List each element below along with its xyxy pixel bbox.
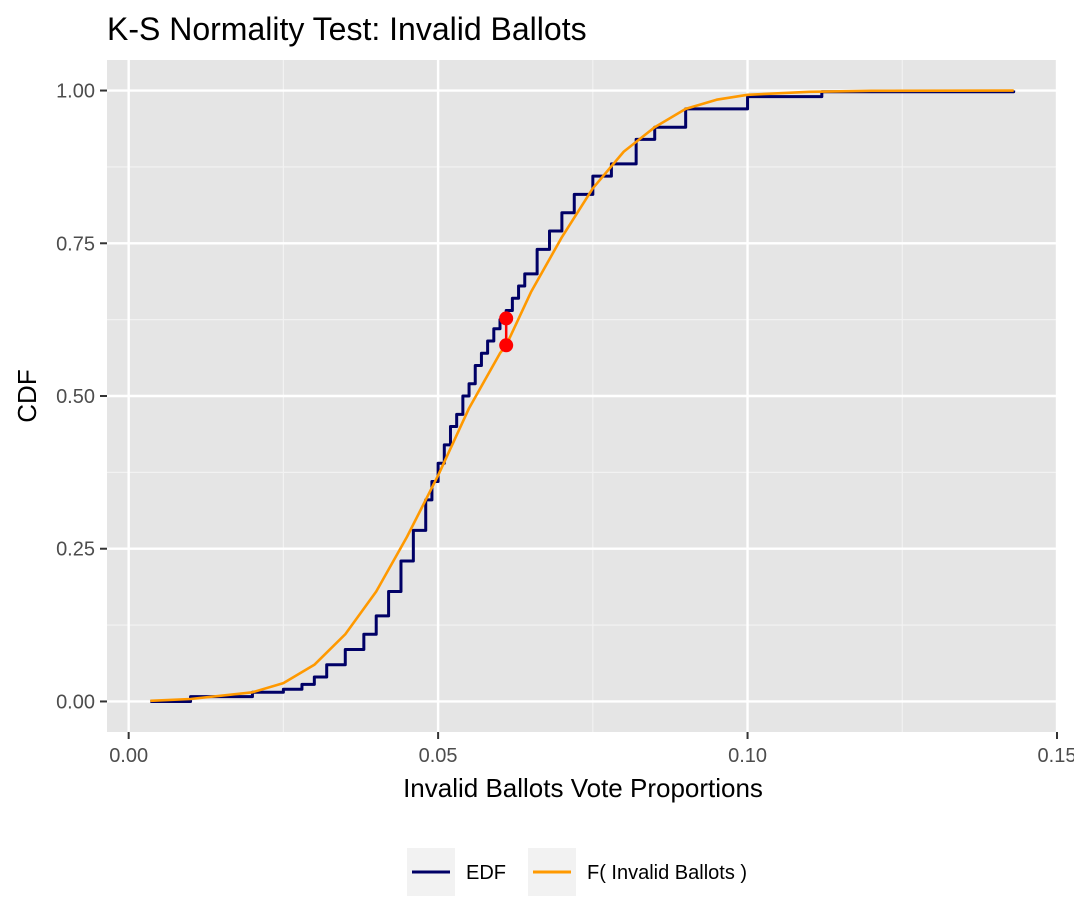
y-tick-label: 1.00 [56,81,95,103]
chart-title: K-S Normality Test: Invalid Ballots [107,11,587,47]
y-tick-label: 0.50 [56,386,95,408]
x-tick-label: 0.00 [109,745,148,767]
ks-point-1 [499,338,514,353]
legend-label: F( Invalid Ballots ) [587,862,747,884]
legend-label: EDF [466,862,506,884]
ks-point-0 [499,311,514,326]
x-tick-label: 0.10 [728,745,767,767]
y-tick-label: 0.75 [56,233,95,255]
x-tick-label: 0.05 [419,745,458,767]
y-axis-ticks: 0.00 0.25 0.50 0.75 1.00 [56,81,107,713]
ks-points-layer [499,311,514,353]
y-tick-label: 0.25 [56,539,95,561]
legend: EDF F( Invalid Ballots ) [407,848,747,896]
grid-major [107,60,1059,732]
series-line-0 [150,90,1016,703]
x-axis-title: Invalid Ballots Vote Proportions [403,773,763,803]
y-tick-label: 0.00 [56,691,95,713]
y-axis-title: CDF [12,369,42,422]
x-tick-label: 0.15 [1038,745,1074,767]
x-axis-ticks: 0.00 0.05 0.10 0.15 [109,732,1074,767]
